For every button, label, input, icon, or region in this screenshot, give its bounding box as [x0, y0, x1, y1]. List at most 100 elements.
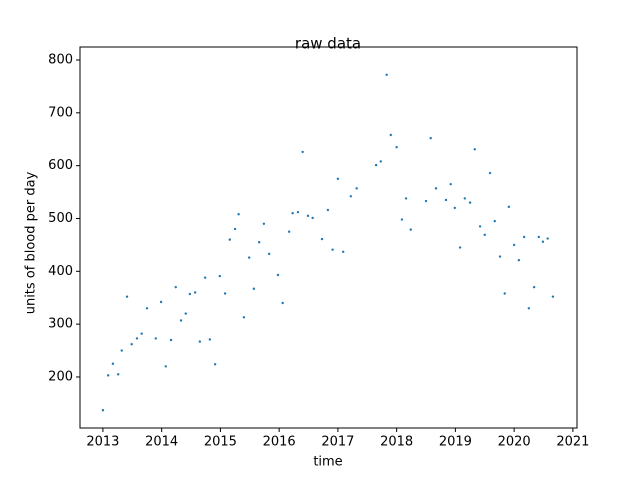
- x-tick-label: 2020: [498, 435, 531, 450]
- point: [507, 205, 511, 209]
- point: [546, 237, 549, 240]
- point: [400, 218, 404, 221]
- y-tick-label: 700: [48, 105, 73, 120]
- point: [444, 198, 448, 202]
- y-tick-label: 300: [48, 317, 73, 332]
- point: [145, 307, 149, 310]
- point: [379, 160, 382, 163]
- point: [140, 332, 143, 335]
- point: [169, 338, 173, 342]
- point: [498, 255, 502, 258]
- point: [311, 216, 314, 220]
- y-tick-label: 500: [48, 211, 73, 226]
- point: [213, 363, 217, 366]
- point: [101, 409, 105, 412]
- point: [237, 213, 240, 216]
- point: [306, 214, 310, 218]
- point: [193, 291, 197, 294]
- point: [503, 292, 506, 295]
- point: [537, 235, 541, 239]
- point: [320, 237, 324, 241]
- point: [111, 362, 115, 365]
- point: [252, 287, 256, 290]
- point: [154, 337, 157, 340]
- point: [120, 349, 123, 352]
- point: [247, 256, 251, 259]
- y-tick-label: 800: [48, 52, 73, 67]
- point: [532, 285, 536, 289]
- point: [301, 150, 304, 154]
- point: [135, 337, 139, 340]
- point: [164, 365, 167, 368]
- point: [517, 259, 521, 262]
- point: [374, 163, 378, 167]
- chart-title: raw data: [295, 35, 361, 53]
- x-tick-label: 2015: [204, 435, 237, 450]
- point: [483, 233, 486, 237]
- point: [281, 301, 284, 305]
- point: [262, 222, 266, 225]
- point: [296, 210, 300, 214]
- x-axis-label: time: [313, 455, 342, 470]
- point: [349, 195, 353, 198]
- point: [130, 343, 133, 346]
- point: [125, 295, 129, 298]
- point: [174, 285, 177, 289]
- point: [395, 145, 398, 149]
- point: [276, 273, 280, 277]
- y-tick-label: 200: [48, 369, 73, 384]
- point: [257, 241, 261, 244]
- point: [179, 319, 183, 322]
- y-axis-label: units of blood per day: [24, 171, 39, 314]
- point: [331, 248, 334, 251]
- x-tick-label: 2014: [145, 435, 178, 450]
- point: [242, 316, 246, 319]
- point: [551, 295, 555, 298]
- point: [228, 238, 232, 241]
- point: [326, 208, 330, 212]
- point: [267, 252, 271, 256]
- point: [434, 187, 438, 190]
- point: [106, 374, 110, 377]
- point: [116, 373, 120, 376]
- point: [223, 292, 227, 295]
- point: [218, 274, 222, 278]
- y-tick-label: 400: [48, 264, 73, 279]
- point: [458, 246, 462, 249]
- y-tick-label: 600: [48, 158, 73, 173]
- point: [409, 228, 412, 231]
- point: [463, 197, 466, 200]
- point: [522, 235, 526, 239]
- point: [291, 211, 294, 215]
- point: [208, 338, 212, 341]
- point: [493, 219, 496, 223]
- point: [389, 133, 392, 137]
- point: [287, 230, 291, 233]
- x-tick-label: 2021: [556, 435, 589, 450]
- point: [541, 240, 545, 243]
- point: [184, 312, 187, 315]
- x-tick-label: 2016: [263, 435, 296, 450]
- x-tick-label: 2017: [321, 435, 354, 450]
- point: [453, 206, 457, 210]
- x-tick-label: 2019: [439, 435, 472, 450]
- point: [188, 292, 192, 296]
- point: [478, 225, 482, 228]
- point: [527, 307, 531, 310]
- point: [198, 340, 202, 343]
- point: [468, 201, 472, 204]
- point: [336, 177, 340, 181]
- point: [355, 187, 358, 190]
- point: [512, 243, 516, 247]
- point: [429, 136, 432, 140]
- point: [404, 197, 408, 200]
- point: [473, 148, 476, 151]
- point: [385, 73, 388, 76]
- point: [233, 227, 237, 231]
- point: [341, 250, 345, 253]
- point: [449, 182, 452, 186]
- point: [488, 171, 492, 175]
- point: [159, 300, 163, 304]
